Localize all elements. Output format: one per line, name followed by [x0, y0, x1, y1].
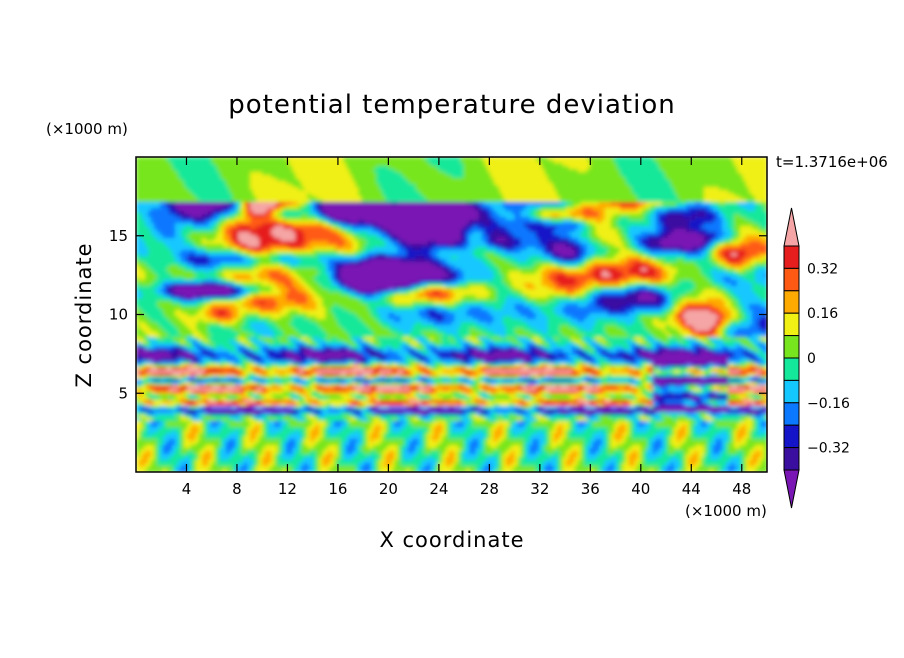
time-label: t=1.3716e+06 [776, 153, 888, 171]
x-tick-label: 28 [480, 480, 499, 498]
colorbar-box [784, 336, 799, 358]
chart-title: potential temperature deviation [228, 90, 675, 120]
y-unit-label: (×1000 m) [46, 120, 128, 138]
colorbar-box [784, 246, 799, 268]
x-tick-label: 24 [429, 480, 448, 498]
colorbar-box [784, 448, 799, 470]
colorbar-min-triangle [784, 470, 799, 508]
x-tick-label: 48 [732, 480, 751, 498]
colorbar-label: 0.32 [807, 261, 838, 277]
y-tick-label: 10 [109, 306, 128, 324]
colorbar-box [784, 358, 799, 380]
x-unit-label: (×1000 m) [685, 502, 767, 520]
x-tick-label: 36 [581, 480, 600, 498]
colorbar-box [784, 268, 799, 290]
x-tick-label: 20 [379, 480, 398, 498]
x-axis-label: X coordinate [379, 528, 524, 552]
y-axis-label: Z coordinate [72, 242, 96, 387]
x-tick-label: 12 [278, 480, 297, 498]
colorbar-box [784, 291, 799, 313]
x-tick-label: 4 [182, 480, 192, 498]
colorbar: 0.32 0.16 0 −0.16 −0.32 [784, 208, 850, 508]
colorbar-box [784, 313, 799, 335]
colorbar-max-triangle [784, 208, 799, 246]
colorbar-label: 0 [807, 351, 816, 367]
colorbar-label: −0.32 [807, 441, 850, 457]
colorbar-label: −0.16 [807, 396, 850, 412]
x-tick-label: 8 [232, 480, 242, 498]
contour-field [136, 157, 768, 473]
colorbar-box [784, 425, 799, 447]
x-tick-label: 44 [682, 480, 701, 498]
x-tick-label: 16 [328, 480, 347, 498]
y-tick-label: 5 [118, 384, 128, 402]
colorbar-box [784, 403, 799, 425]
colorbar-label: 0.16 [807, 306, 838, 322]
x-tick-label: 40 [631, 480, 650, 498]
x-tick-label: 32 [530, 480, 549, 498]
colorbar-box [784, 380, 799, 402]
y-tick-label: 15 [109, 227, 128, 245]
